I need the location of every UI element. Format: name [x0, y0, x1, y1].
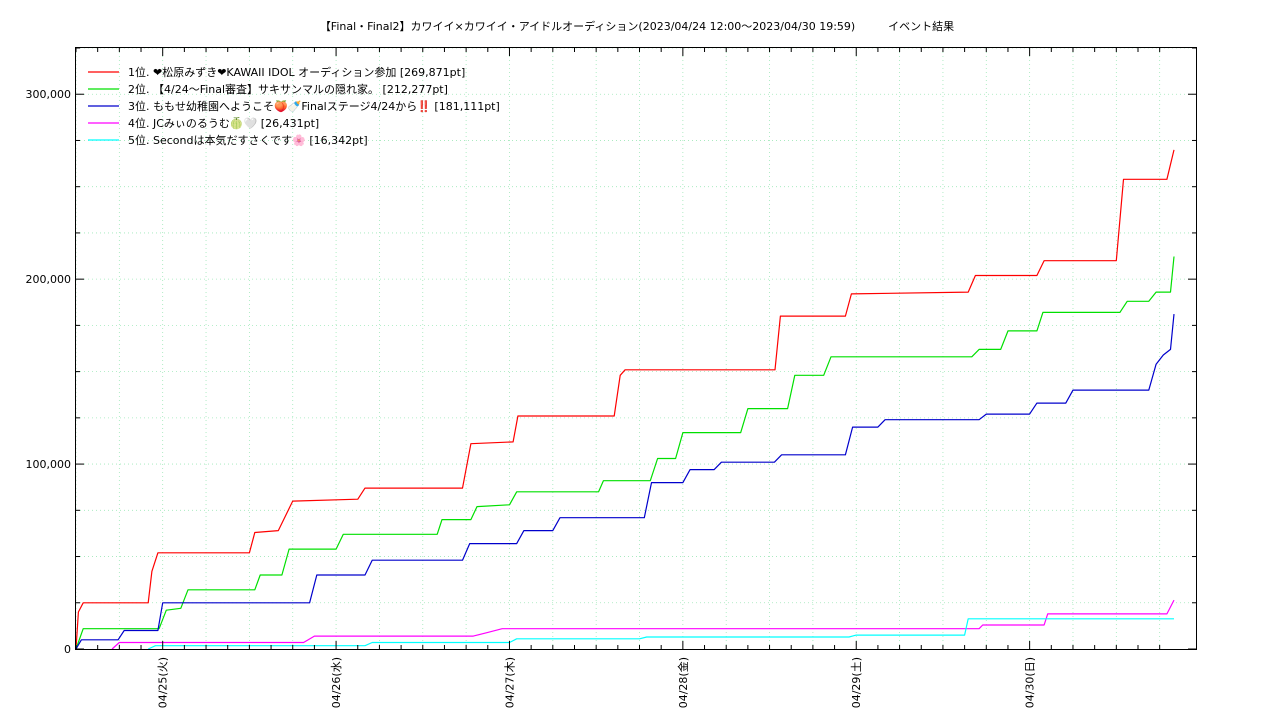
x-tick-label: 04/28(金) [676, 657, 690, 708]
legend: 1位. ❤松原みずき❤KAWAII IDOL オーディション参加 [269,87… [88, 65, 500, 147]
x-tick-label: 04/25(火) [157, 657, 170, 708]
plot-frame [75, 47, 1197, 650]
legend-label-3: 3位. ももせ幼稚園へようこそ🍑🍼Finalステージ4/24から‼️ [181,… [128, 99, 500, 113]
x-tick-label: 04/26(水) [330, 657, 343, 708]
y-tick-label: 300,000 [26, 88, 72, 101]
x-tick-label: 04/30(日) [1024, 657, 1037, 708]
x-tick-label: 04/27(木) [503, 657, 516, 708]
legend-label-2: 2位. 【4/24〜Final審査】サキサンマルの隠れ家。 [212,277pt… [128, 82, 448, 96]
axes: 0 100,000 200,000 300,000 04/25(火) 04/26(水) 04… [26, 47, 1196, 708]
series-line-3 [75, 314, 1175, 650]
x-tick-label: 04/29(土) [850, 657, 863, 708]
y-tick-label: 200,000 [26, 273, 72, 286]
chart-title: 【Final・Final2】カワイイ×カワイイ・アイドルオーディション(2023… [320, 19, 954, 33]
legend-label-5: 5位. Secondは本気だすさくです🌸 [16,342pt] [128, 133, 368, 147]
y-tick-label: 0 [64, 643, 71, 656]
series-line-4 [111, 599, 1175, 650]
series-line-1 [75, 149, 1175, 650]
legend-label-4: 4位. JCみぃのるうむ🍈🤍 [26,431pt] [128, 116, 319, 130]
series-line-5 [147, 618, 1174, 650]
series-line-2 [75, 256, 1175, 650]
y-tick-label: 100,000 [26, 458, 72, 471]
series-lines [75, 149, 1175, 650]
legend-label-1: 1位. ❤松原みずき❤KAWAII IDOL オーディション参加 [269,87… [128, 65, 465, 79]
